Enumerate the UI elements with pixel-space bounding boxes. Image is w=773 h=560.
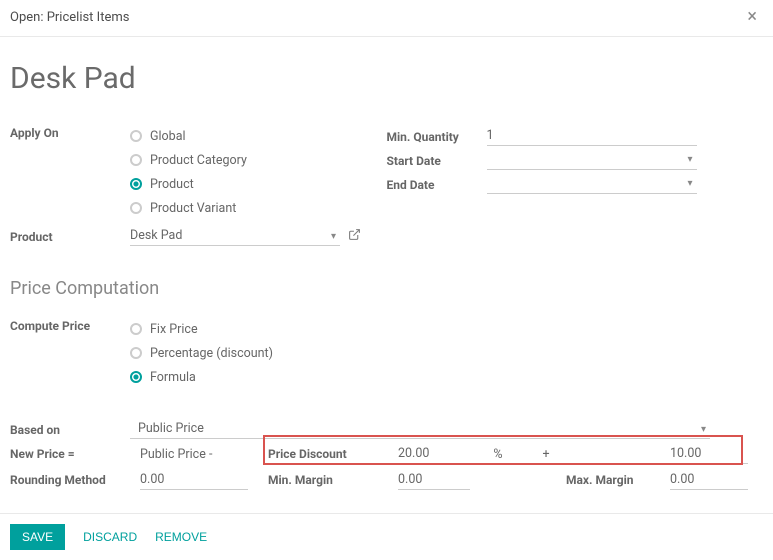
max-margin-label: Max. Margin [566, 473, 670, 487]
discard-button[interactable]: DISCARD [83, 530, 137, 544]
radio-global-label: Global [150, 129, 186, 144]
product-select[interactable] [130, 226, 340, 246]
remove-button[interactable]: REMOVE [155, 530, 207, 544]
page-title: Desk Pad [10, 61, 763, 96]
formula-area: New Price = Public Price - Price Discoun… [10, 441, 763, 493]
based-on-label: Based on [10, 421, 130, 437]
start-date-input[interactable] [487, 150, 697, 170]
radio-product-label: Product [150, 177, 194, 192]
min-qty-input[interactable] [487, 126, 697, 146]
price-discount-label: Price Discount [268, 447, 398, 461]
plus-symbol: + [526, 447, 566, 462]
min-margin-input[interactable] [398, 470, 470, 490]
new-price-row: New Price = Public Price - Price Discoun… [10, 441, 763, 467]
radio-category-label: Product Category [150, 153, 247, 168]
radio-dot-icon [130, 202, 142, 214]
radio-fix-label: Fix Price [150, 322, 198, 337]
price-discount-input[interactable] [398, 444, 470, 464]
extra-price-input[interactable] [670, 444, 748, 464]
right-column: Min. Quantity Start Date ▾ End Date [387, 124, 764, 220]
apply-on-radio-group: Global Product Category Product Pro [130, 124, 247, 220]
radio-dot-icon [130, 154, 142, 166]
radio-fix-price[interactable]: Fix Price [130, 317, 273, 341]
apply-on-label: Apply On [10, 124, 130, 140]
modal-body: Desk Pad Apply On Global Product Categor… [0, 37, 773, 513]
radio-variant-label: Product Variant [150, 201, 236, 216]
pricelist-item-modal: Open: Pricelist Items × Desk Pad Apply O… [0, 0, 773, 560]
max-margin-input[interactable] [670, 470, 748, 490]
close-icon[interactable]: × [747, 8, 757, 26]
start-date-label: Start Date [387, 152, 487, 168]
caret-down-icon: ▾ [687, 178, 692, 189]
compute-price-radio-group: Fix Price Percentage (discount) Formula [130, 317, 273, 389]
modal-header: Open: Pricelist Items × [0, 0, 773, 37]
radio-product-category[interactable]: Product Category [130, 148, 247, 172]
radio-dot-icon [130, 347, 142, 359]
radio-formula-label: Formula [150, 370, 196, 385]
radio-product[interactable]: Product [130, 172, 247, 196]
based-on-select[interactable] [130, 419, 710, 439]
price-computation-heading: Price Computation [10, 278, 763, 299]
radio-product-variant[interactable]: Product Variant [130, 196, 247, 220]
percent-symbol: % [470, 447, 526, 462]
radio-dot-selected-icon [130, 178, 142, 190]
caret-down-icon: ▾ [687, 154, 692, 165]
rounding-row: Rounding Method Min. Margin Max. Margin [10, 467, 763, 493]
save-button[interactable]: SAVE [10, 524, 65, 550]
rounding-input[interactable] [140, 470, 248, 490]
radio-percentage-label: Percentage (discount) [150, 346, 273, 361]
compute-price-label: Compute Price [10, 317, 130, 333]
radio-formula[interactable]: Formula [130, 365, 273, 389]
radio-dot-icon [130, 130, 142, 142]
new-price-label: New Price = [10, 447, 140, 461]
min-qty-label: Min. Quantity [387, 128, 487, 144]
radio-global[interactable]: Global [130, 124, 247, 148]
radio-dot-icon [130, 323, 142, 335]
external-link-icon[interactable] [348, 228, 361, 245]
modal-footer: SAVE DISCARD REMOVE [0, 513, 773, 560]
end-date-label: End Date [387, 176, 487, 192]
end-date-input[interactable] [487, 174, 697, 194]
product-label: Product [10, 228, 130, 244]
radio-dot-selected-icon [130, 371, 142, 383]
modal-title: Open: Pricelist Items [10, 10, 129, 25]
apply-on-column: Apply On Global Product Category Prod [10, 124, 387, 220]
radio-percentage[interactable]: Percentage (discount) [130, 341, 273, 365]
top-form-row: Apply On Global Product Category Prod [10, 124, 763, 220]
new-price-prefix: Public Price - [140, 447, 268, 462]
rounding-label: Rounding Method [10, 473, 140, 487]
min-margin-label: Min. Margin [268, 473, 398, 487]
